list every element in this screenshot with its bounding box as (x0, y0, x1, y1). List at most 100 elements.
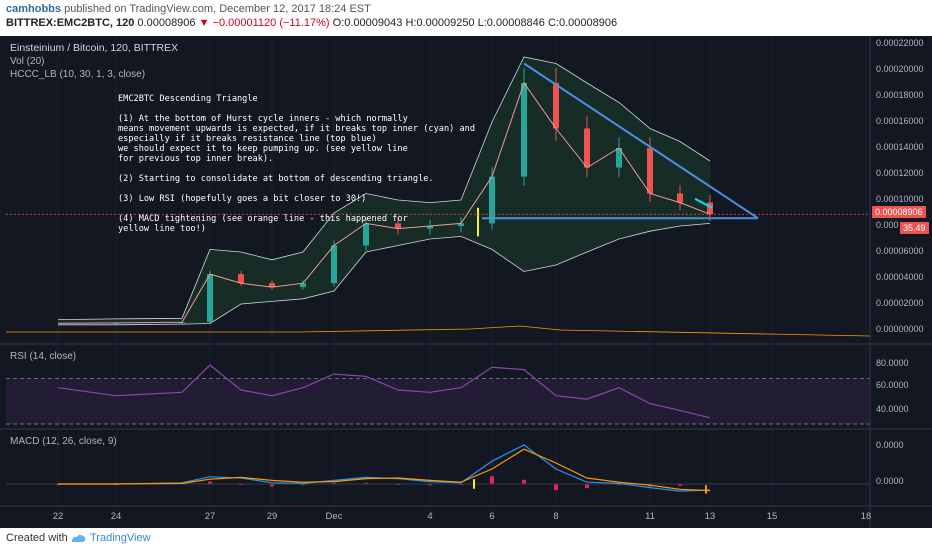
price-axis-tick: 0.00022000 (876, 38, 924, 48)
lower-band-line (58, 223, 711, 326)
time-axis-tick: 24 (110, 511, 122, 522)
macd-histogram-bar (554, 484, 558, 490)
author-link[interactable]: camhobbs (6, 3, 62, 15)
candle-body (207, 274, 213, 323)
macd-histogram-bar (522, 479, 526, 484)
macd-histogram-bar (208, 481, 212, 484)
price-axis-area (870, 36, 932, 528)
resistance-line (523, 62, 759, 220)
macd-histogram-bar (678, 484, 682, 486)
candle-body (647, 148, 653, 194)
footer-bar: Created with TradingView (0, 528, 932, 550)
time-axis-tick: 13 (704, 511, 716, 522)
tradingview-logo-icon (72, 534, 86, 542)
symbol-label: BITTREX:EMC2BTC, 120 (6, 17, 135, 29)
macd-label: MACD (12, 26, close, 9) (10, 436, 117, 447)
upper-band-line (57, 56, 711, 320)
time-axis-tick: 27 (204, 511, 216, 522)
macd-histogram-bar (585, 484, 589, 489)
price-axis-tick: 0.00006000 (876, 246, 924, 256)
ohlc-line: BITTREX:EMC2BTC, 120 0.00008906 ▼ −0.000… (6, 17, 617, 29)
price-axis-tick: 0.00000000 (876, 324, 924, 334)
tradingview-link[interactable]: TradingView (90, 532, 151, 544)
volume-label: Vol (20) (10, 56, 45, 67)
candle-body (363, 223, 369, 246)
macd-line (58, 444, 711, 492)
annotation-line: (4) MACD tightening (see orange line - t… (118, 214, 408, 224)
candle-body (331, 245, 337, 284)
candle-body (616, 148, 622, 168)
annotation-line (118, 204, 475, 214)
macd-axis-tick: 0.0000 (876, 476, 904, 486)
bands-label: HCCC_LB (10, 30, 1, 3, close) (10, 69, 146, 80)
signal-line (58, 448, 711, 492)
price-axis-tick: 0.00012000 (876, 168, 924, 178)
time-axis-tick: 18 (860, 511, 872, 522)
volume-ma-line (6, 325, 871, 337)
annotation-line (118, 184, 475, 194)
macd-histogram-bar (428, 484, 432, 486)
time-axis-tick: 29 (266, 511, 278, 522)
high-value: H:0.00009250 (405, 17, 475, 29)
close-value: C:0.00008906 (547, 17, 618, 29)
rsi-axis-tick: 40.0000 (876, 404, 909, 414)
publish-info: camhobbs published on TradingView.com, D… (6, 3, 371, 15)
annotation-line: we should expect it to keep pumping up. … (118, 144, 408, 154)
low-value: L:0.00008846 (477, 17, 545, 29)
close-line (57, 81, 711, 324)
rsi-line (57, 364, 711, 419)
candle-body (707, 202, 713, 215)
price-axis-tick: 0.00002000 (876, 298, 924, 308)
macd-histogram-bar (332, 482, 336, 484)
rsi-axis-tick: 80.0000 (876, 358, 909, 368)
candle-body (489, 176, 495, 224)
chart-canvas[interactable]: Einsteinium / Bitcoin, 120, BITTREX Vol … (0, 36, 932, 528)
candle-body (269, 283, 275, 288)
price-axis-tick: 0.00016000 (876, 116, 924, 126)
last-price: 0.00008906 (137, 17, 196, 29)
rsi-axis-tick: 60.0000 (876, 380, 909, 390)
open-value: O:0.00009043 (332, 17, 403, 29)
price-axis-tick: 0.00004000 (876, 272, 924, 282)
time-axis-tick: 6 (489, 511, 495, 522)
annotation-line: (1) At the bottom of Hurst cycle inners … (118, 114, 408, 124)
price-axis-tick: 0.00018000 (876, 90, 924, 100)
main-pane-title: Einsteinium / Bitcoin, 120, BITTREX (10, 42, 179, 54)
publish-text: published on TradingView.com, December 1… (64, 3, 371, 15)
annotation-line: (2) Starting to consolidate at bottom of… (118, 174, 434, 184)
rsi-value-tag: 35.49 (900, 222, 929, 234)
time-axis-tick: 4 (427, 511, 433, 522)
macd-histogram-bar (490, 476, 494, 484)
candle-body (427, 226, 433, 229)
candle-body (584, 128, 590, 168)
time-axis-tick: 8 (553, 511, 559, 522)
price-axis-tick: 0.000 (876, 220, 899, 230)
candle-body (677, 193, 683, 203)
annotation-line: yellow line too!) (118, 224, 206, 234)
time-axis-tick: 22 (52, 511, 64, 522)
price-axis-tick: 0.00010000 (876, 194, 924, 204)
annotation-text: EMC2BTC Descending Triangle (1) At the b… (118, 94, 475, 234)
macd-axis-tick: 0.0000 (876, 440, 904, 450)
candle-body (458, 223, 464, 226)
rsi-label: RSI (14, close) (10, 351, 77, 362)
price-axis-tick: 0.00014000 (876, 142, 924, 152)
price-axis-tick: 0.00020000 (876, 64, 924, 74)
last-price-tag: 0.00008906 (872, 206, 926, 218)
annotation-line: for previous top inner break). (118, 154, 274, 164)
macd-histogram-bar (617, 484, 621, 486)
created-with-text: Created with (6, 532, 68, 544)
candle-body (521, 83, 527, 177)
macd-histogram-bar (270, 484, 274, 487)
candle-body (238, 274, 244, 284)
header-bar: camhobbs published on TradingView.com, D… (0, 0, 932, 36)
candle-body (300, 283, 306, 288)
time-axis-tick: 11 (645, 511, 655, 522)
annotation-line: means movement upwards is expected, if i… (118, 124, 475, 134)
price-change: ▼ −0.00001120 (−11.17%) (198, 17, 330, 29)
annotation-line: EMC2BTC Descending Triangle (118, 94, 258, 104)
time-axis-tick: Dec (325, 511, 343, 522)
annotation-line (118, 164, 475, 174)
annotation-line (118, 104, 475, 114)
macd-histogram-bar (364, 482, 368, 484)
